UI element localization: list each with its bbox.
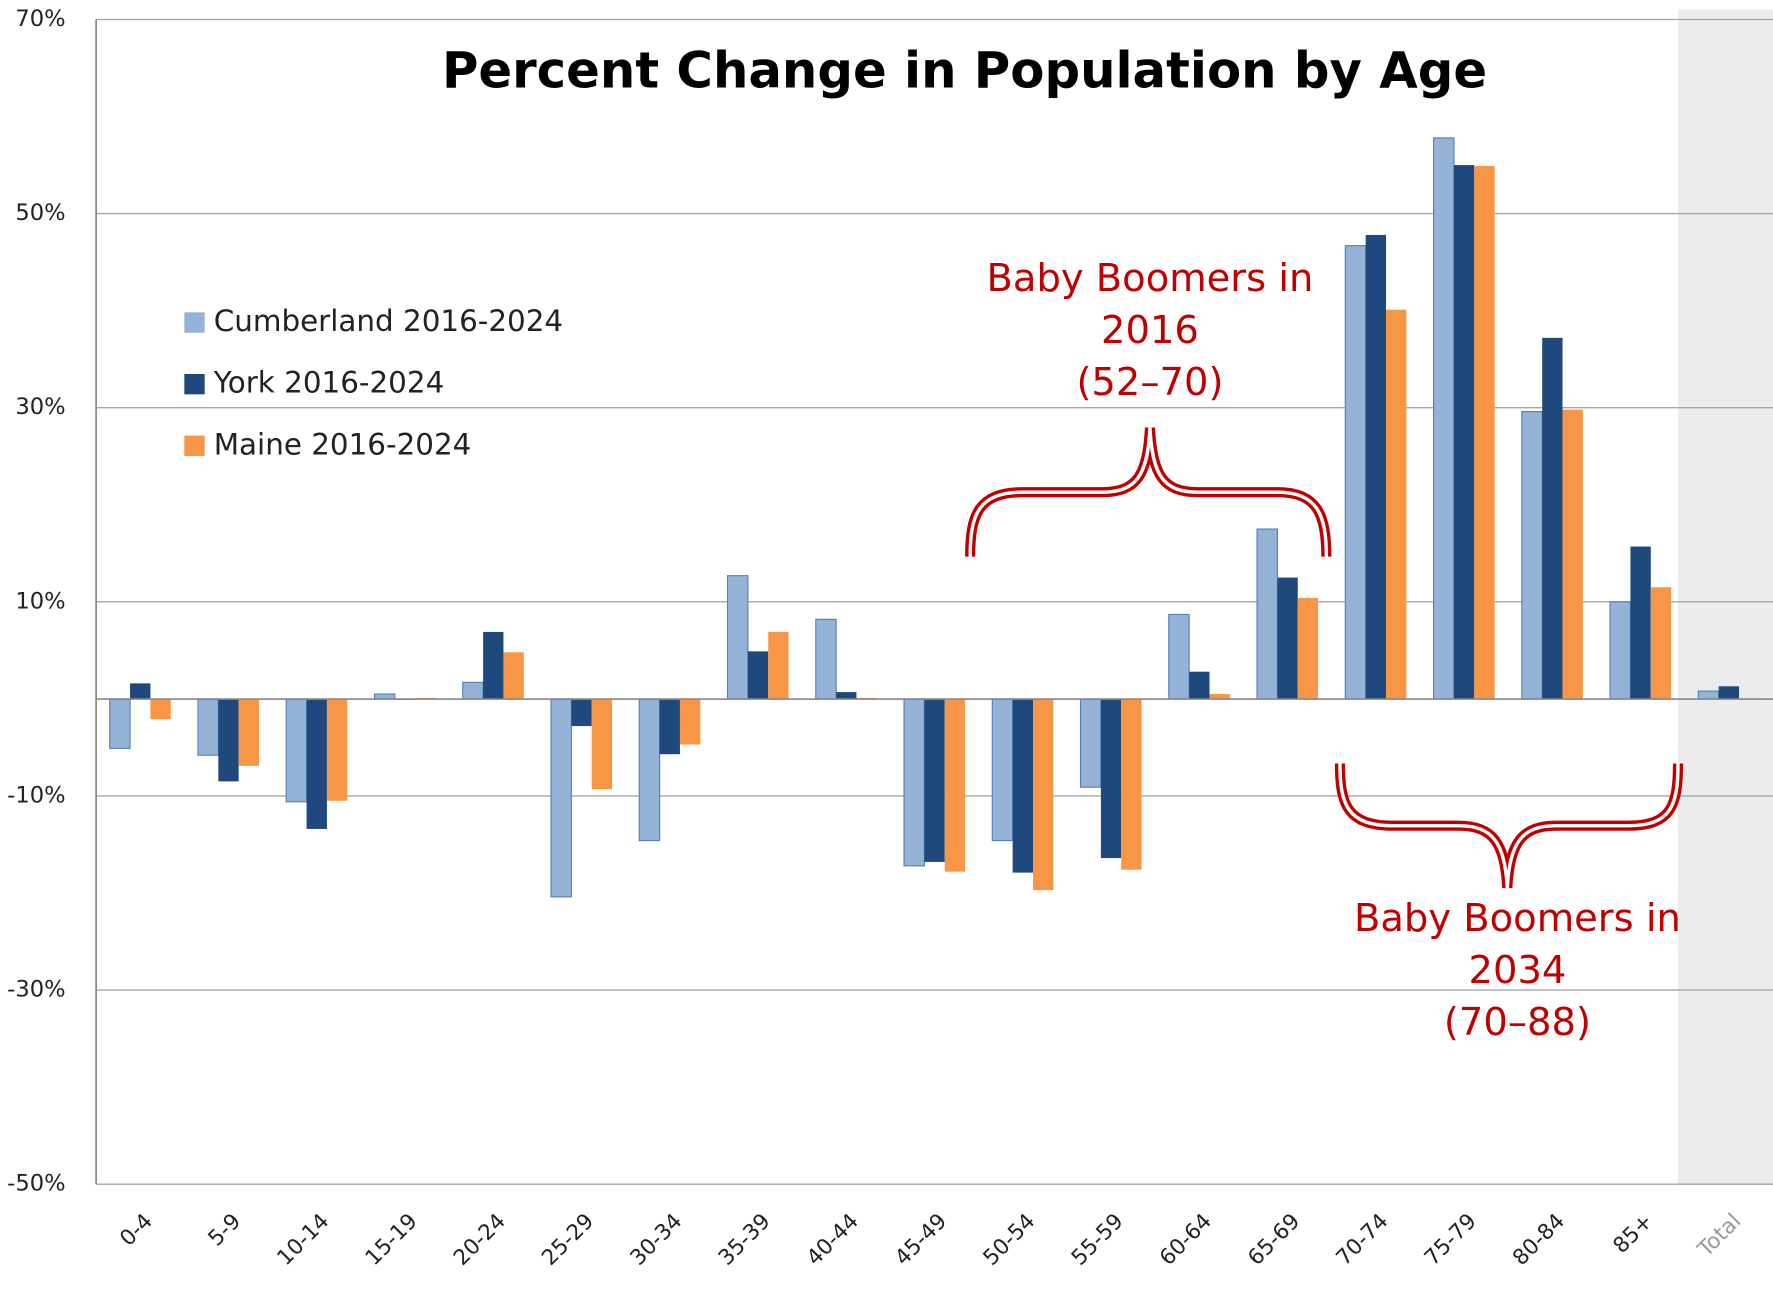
bar	[326, 698, 348, 801]
bar	[1256, 528, 1278, 700]
total-shade	[1678, 9, 1773, 1186]
y-tick-label: 70%	[15, 6, 65, 32]
legend-swatch	[184, 312, 205, 333]
annotation: 2034	[1469, 948, 1567, 993]
bar	[944, 698, 966, 872]
legend-label: York 2016-2024	[213, 366, 445, 400]
y-tick-label: 10%	[15, 588, 65, 614]
x-tick-label: 5-9	[204, 1209, 246, 1251]
bar	[1386, 309, 1407, 699]
bar	[924, 698, 945, 862]
bar	[285, 698, 308, 803]
bar	[109, 698, 131, 749]
x-tick-label: 25-29	[537, 1209, 599, 1271]
legend-label: Cumberland 2016-2024	[214, 304, 563, 338]
bar	[571, 698, 592, 727]
bar	[1297, 597, 1319, 699]
bar	[1630, 546, 1651, 699]
bar	[679, 698, 701, 745]
bar	[726, 575, 749, 700]
bar	[1609, 601, 1632, 700]
y-tick-label: -30%	[7, 977, 65, 1003]
x-tick-label: 85+	[1608, 1209, 1658, 1259]
chart-title: Percent Change in Population by Age	[442, 41, 1487, 99]
x-tick-label: 15-19	[361, 1209, 423, 1271]
x-tick-label: 40-44	[802, 1209, 864, 1271]
legend-label: Maine 2016-2024	[214, 427, 472, 461]
x-tick-label: 55-59	[1067, 1209, 1129, 1271]
annotation: 2016	[1101, 308, 1199, 353]
bar	[638, 698, 661, 842]
bar	[150, 698, 171, 720]
bar	[218, 698, 239, 782]
brace-2034	[1334, 763, 1684, 889]
bar	[550, 698, 572, 898]
bar	[1209, 694, 1230, 699]
x-tick-label: 60-64	[1155, 1209, 1217, 1271]
bar	[768, 631, 789, 699]
x-tick-label: 70-74	[1332, 1209, 1394, 1271]
bar	[197, 698, 219, 756]
bar	[1032, 698, 1054, 891]
x-tick-label: 50-54	[979, 1209, 1041, 1271]
bar	[462, 681, 484, 700]
bar	[1168, 613, 1190, 700]
y-tick-label: -50%	[7, 1171, 65, 1197]
bar	[836, 692, 857, 699]
bar	[1718, 686, 1740, 699]
x-tick-label: 35-39	[714, 1209, 776, 1271]
bar	[1121, 698, 1142, 870]
x-tick-label: 75-79	[1420, 1209, 1482, 1271]
bar	[591, 698, 613, 790]
bar	[1277, 577, 1298, 699]
bar	[1542, 337, 1563, 699]
brace-2016	[965, 427, 1332, 557]
bar	[1474, 166, 1495, 699]
bar	[483, 631, 504, 699]
bar	[1365, 234, 1387, 699]
legend-swatch	[184, 373, 205, 395]
annotation: (52–70)	[1076, 360, 1223, 405]
annotation: Baby Boomers in	[1354, 896, 1681, 941]
bar	[815, 618, 837, 700]
bar	[1697, 690, 1720, 700]
bar	[503, 652, 524, 699]
x-tick-label: 80-84	[1508, 1209, 1570, 1271]
bar	[903, 698, 925, 867]
y-tick-label: -10%	[7, 782, 65, 808]
annotation: (70–88)	[1444, 1000, 1591, 1045]
x-tick-label: 65-69	[1243, 1209, 1305, 1271]
bar	[1189, 671, 1210, 699]
bar	[1433, 137, 1455, 700]
bar	[1012, 698, 1033, 873]
bar	[238, 698, 260, 766]
y-tick-label: 50%	[15, 200, 65, 226]
bar	[130, 683, 151, 699]
bar	[373, 693, 396, 700]
x-tick-label: 45-49	[890, 1209, 952, 1271]
bar	[1521, 411, 1543, 700]
x-tick-label: 20-24	[449, 1209, 511, 1271]
bar	[1100, 698, 1122, 859]
annotation: Baby Boomers in	[987, 256, 1314, 301]
legend-swatch	[184, 435, 205, 456]
bar	[1562, 409, 1583, 699]
bar	[1079, 698, 1102, 788]
x-tick-label: 10-14	[272, 1209, 334, 1271]
bar	[1453, 165, 1475, 699]
x-tick-label: 30-34	[626, 1209, 688, 1271]
bar	[306, 698, 327, 829]
y-tick-label: 30%	[15, 394, 65, 420]
x-tick-label: 0-4	[115, 1209, 157, 1251]
bar	[747, 651, 769, 699]
bar	[1344, 245, 1367, 700]
bar	[991, 698, 1014, 842]
x-tick-label: Total	[1693, 1209, 1747, 1263]
bar	[659, 698, 680, 755]
bar	[1650, 587, 1672, 699]
